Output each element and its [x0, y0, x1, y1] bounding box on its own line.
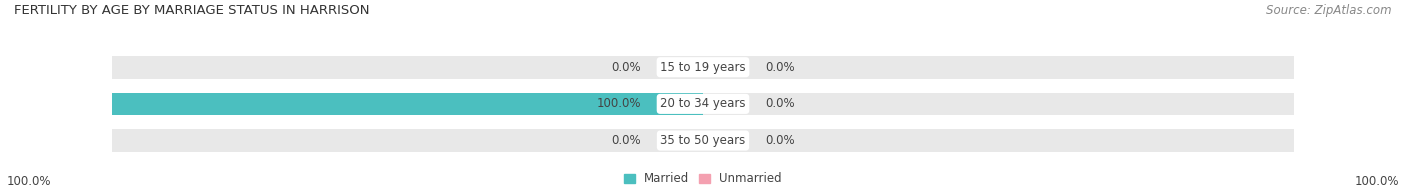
Bar	[662, 132, 703, 150]
Bar	[662, 58, 703, 76]
Text: 0.0%: 0.0%	[612, 134, 641, 147]
Text: 100.0%: 100.0%	[596, 97, 641, 110]
Text: 20 to 34 years: 20 to 34 years	[661, 97, 745, 110]
Bar	[112, 129, 1294, 152]
Bar	[662, 95, 703, 113]
Text: 0.0%: 0.0%	[612, 61, 641, 74]
Text: 35 to 50 years: 35 to 50 years	[661, 134, 745, 147]
Bar	[703, 95, 744, 113]
Text: 100.0%: 100.0%	[1354, 175, 1399, 188]
Text: 0.0%: 0.0%	[765, 61, 794, 74]
Text: 0.0%: 0.0%	[765, 134, 794, 147]
Text: Source: ZipAtlas.com: Source: ZipAtlas.com	[1267, 4, 1392, 17]
Bar	[112, 93, 703, 115]
Text: 15 to 19 years: 15 to 19 years	[661, 61, 745, 74]
Bar	[112, 56, 1294, 79]
Bar	[703, 132, 744, 150]
Bar	[703, 58, 744, 76]
Bar	[112, 93, 1294, 115]
Text: FERTILITY BY AGE BY MARRIAGE STATUS IN HARRISON: FERTILITY BY AGE BY MARRIAGE STATUS IN H…	[14, 4, 370, 17]
Text: 100.0%: 100.0%	[7, 175, 52, 188]
Legend: Married, Unmarried: Married, Unmarried	[620, 168, 786, 190]
Text: 0.0%: 0.0%	[765, 97, 794, 110]
